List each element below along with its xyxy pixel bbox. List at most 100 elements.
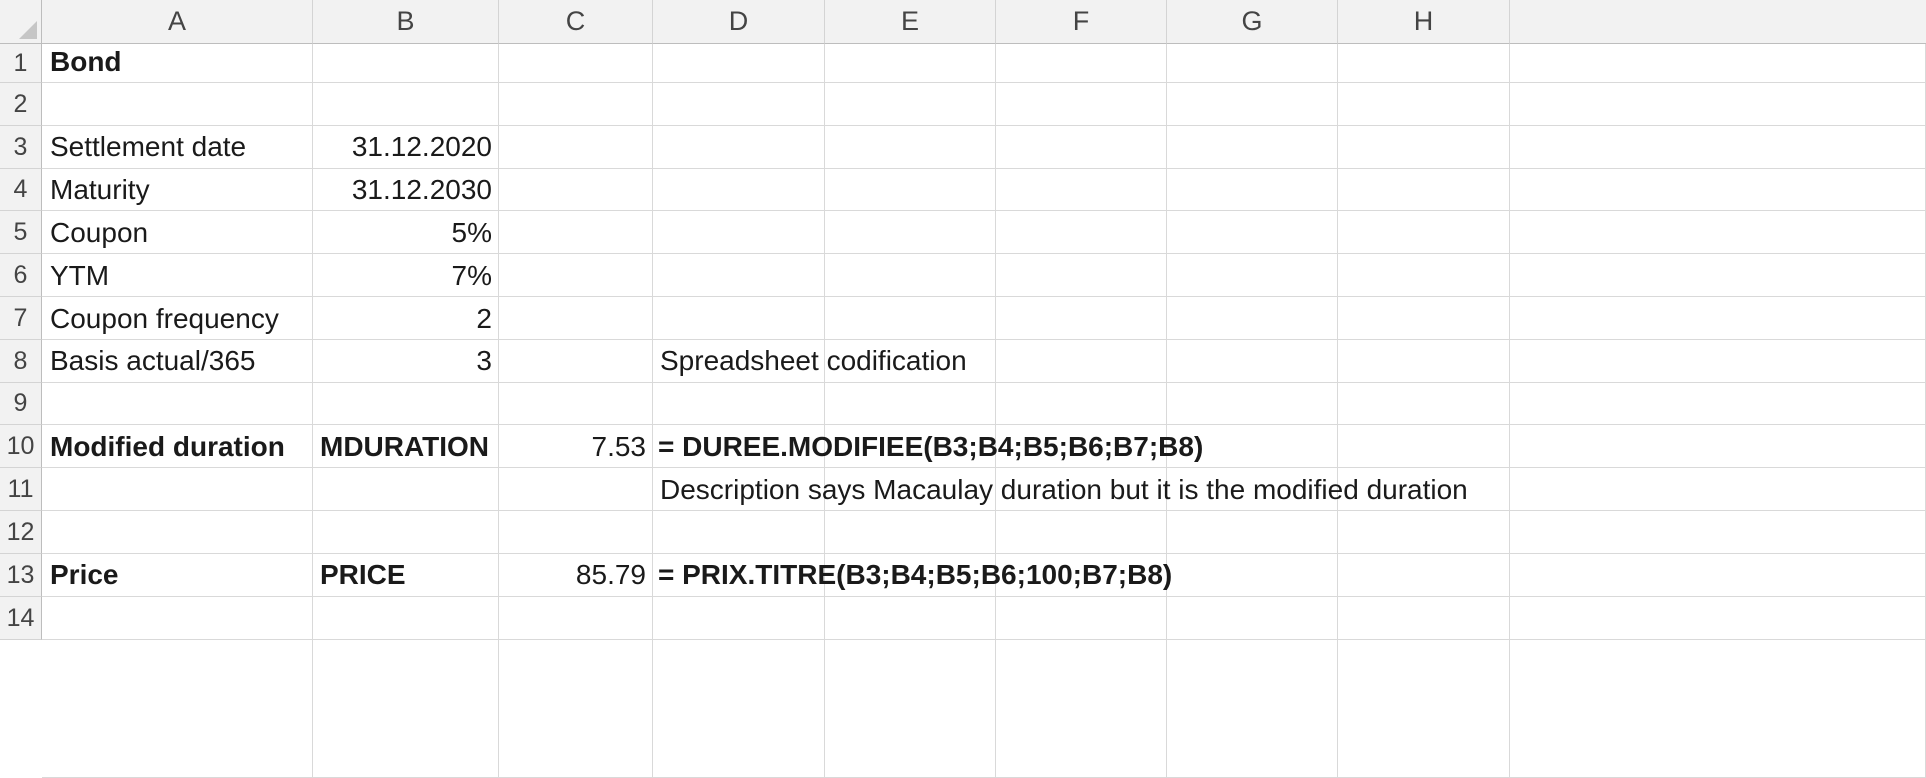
- grid-cell-g2[interactable]: [1167, 83, 1338, 126]
- grid-cell-g1[interactable]: [1167, 44, 1338, 83]
- row-header-14[interactable]: 14: [0, 597, 42, 640]
- row-header-6[interactable]: 6: [0, 254, 42, 297]
- grid-cell-b3[interactable]: [313, 126, 499, 169]
- column-header-c[interactable]: C: [499, 0, 653, 44]
- grid-cell-c5[interactable]: [499, 211, 653, 254]
- cell-b4[interactable]: 31.12.2030: [351, 174, 492, 205]
- grid-cell-b9[interactable]: [313, 383, 499, 425]
- grid-cell-b13[interactable]: [313, 554, 499, 597]
- row-header-2[interactable]: 2: [0, 83, 42, 126]
- grid-cell-d5[interactable]: [653, 211, 825, 254]
- grid-cell-a10[interactable]: [42, 425, 313, 468]
- grid-cell-h11[interactable]: [1338, 468, 1510, 511]
- grid-cell-b4[interactable]: [313, 169, 499, 211]
- grid-cell-a15[interactable]: [42, 640, 313, 778]
- column-header-e[interactable]: E: [825, 0, 996, 44]
- cell-a5[interactable]: Coupon: [50, 217, 149, 248]
- grid-cell-a11[interactable]: [42, 468, 313, 511]
- grid-cell-d12[interactable]: [653, 511, 825, 554]
- column-header-f[interactable]: F: [996, 0, 1167, 44]
- cell-a7[interactable]: Coupon frequency: [50, 303, 279, 334]
- grid-cell-f12[interactable]: [996, 511, 1167, 554]
- grid-cell-a7[interactable]: [42, 297, 313, 340]
- grid-cell-c11[interactable]: [499, 468, 653, 511]
- grid-cell-c6[interactable]: [499, 254, 653, 297]
- grid-cell-f6[interactable]: [996, 254, 1167, 297]
- grid-cell-g4[interactable]: [1167, 169, 1338, 211]
- grid-cell-i2[interactable]: [1510, 83, 1926, 126]
- grid-cell-h1[interactable]: [1338, 44, 1510, 83]
- grid-cell-i1[interactable]: [1510, 44, 1926, 83]
- grid-cell-e10[interactable]: [825, 425, 996, 468]
- cell-b8[interactable]: 3: [476, 345, 492, 376]
- cell-b10[interactable]: MDURATION: [320, 431, 490, 462]
- grid-cell-b8[interactable]: [313, 340, 499, 383]
- row-header-5[interactable]: 5: [0, 211, 42, 254]
- grid-cell-e14[interactable]: [825, 597, 996, 640]
- grid-cell-h12[interactable]: [1338, 511, 1510, 554]
- grid-cell-d10[interactable]: [653, 425, 825, 468]
- grid-cell-i5[interactable]: [1510, 211, 1926, 254]
- grid-cell-a14[interactable]: [42, 597, 313, 640]
- grid-cell-d7[interactable]: [653, 297, 825, 340]
- grid-cell-c2[interactable]: [499, 83, 653, 126]
- grid-cell-g10[interactable]: [1167, 425, 1338, 468]
- cell-d11[interactable]: Description says Macaulay duration but i…: [660, 474, 1468, 505]
- grid-cell-d15[interactable]: [653, 640, 825, 778]
- grid-cell-h6[interactable]: [1338, 254, 1510, 297]
- row-header-1[interactable]: 1: [0, 44, 42, 83]
- grid-cell-h8[interactable]: [1338, 340, 1510, 383]
- grid-cell-e9[interactable]: [825, 383, 996, 425]
- grid-cell-e7[interactable]: [825, 297, 996, 340]
- grid-cell-h2[interactable]: [1338, 83, 1510, 126]
- grid-cell-f9[interactable]: [996, 383, 1167, 425]
- grid-cell-e13[interactable]: [825, 554, 996, 597]
- cell-a10[interactable]: Modified duration: [50, 431, 285, 462]
- grid-cell-e5[interactable]: [825, 211, 996, 254]
- cell-c10[interactable]: 7.53: [591, 431, 647, 462]
- row-header-3[interactable]: 3: [0, 126, 42, 169]
- column-header-d[interactable]: D: [653, 0, 825, 44]
- grid-cell-a1[interactable]: [42, 44, 313, 83]
- row-header-8[interactable]: 8: [0, 340, 42, 383]
- grid-cell-i13[interactable]: [1510, 554, 1926, 597]
- grid-cell-i10[interactable]: [1510, 425, 1926, 468]
- grid-cell-b6[interactable]: [313, 254, 499, 297]
- cell-a4[interactable]: Maturity: [50, 174, 150, 205]
- cell-a6[interactable]: YTM: [50, 260, 110, 291]
- grid-cell-e1[interactable]: [825, 44, 996, 83]
- grid-cell-a12[interactable]: [42, 511, 313, 554]
- grid-cell-c10[interactable]: [499, 425, 653, 468]
- cell-a8[interactable]: Basis actual/365: [50, 345, 256, 376]
- grid-cell-c15[interactable]: [499, 640, 653, 778]
- grid-cell-c8[interactable]: [499, 340, 653, 383]
- grid-cell-g7[interactable]: [1167, 297, 1338, 340]
- grid-cell-c12[interactable]: [499, 511, 653, 554]
- grid-cell-b12[interactable]: [313, 511, 499, 554]
- grid-cell-d1[interactable]: [653, 44, 825, 83]
- cell-a1[interactable]: Bond: [50, 46, 122, 77]
- grid-cell-g9[interactable]: [1167, 383, 1338, 425]
- grid-cell-a13[interactable]: [42, 554, 313, 597]
- grid-cell-g13[interactable]: [1167, 554, 1338, 597]
- grid-cell-h10[interactable]: [1338, 425, 1510, 468]
- grid-cell-a3[interactable]: [42, 126, 313, 169]
- grid-cell-f11[interactable]: [996, 468, 1167, 511]
- grid-cell-i11[interactable]: [1510, 468, 1926, 511]
- grid-cell-h13[interactable]: [1338, 554, 1510, 597]
- grid-cell-i6[interactable]: [1510, 254, 1926, 297]
- column-header-a[interactable]: A: [42, 0, 313, 44]
- grid-cell-g11[interactable]: [1167, 468, 1338, 511]
- grid-cell-d8[interactable]: [653, 340, 825, 383]
- grid-cell-e15[interactable]: [825, 640, 996, 778]
- grid-cell-c4[interactable]: [499, 169, 653, 211]
- row-header-11[interactable]: 11: [0, 468, 42, 511]
- grid-cell-a4[interactable]: [42, 169, 313, 211]
- grid-cell-g14[interactable]: [1167, 597, 1338, 640]
- grid-cell-g5[interactable]: [1167, 211, 1338, 254]
- grid-cell-a5[interactable]: [42, 211, 313, 254]
- grid-cell-b2[interactable]: [313, 83, 499, 126]
- grid-cell-c3[interactable]: [499, 126, 653, 169]
- cell-d10[interactable]: = DUREE.MODIFIEE(B3;B4;B5;B6;B7;B8): [658, 431, 1204, 462]
- grid-cell-g3[interactable]: [1167, 126, 1338, 169]
